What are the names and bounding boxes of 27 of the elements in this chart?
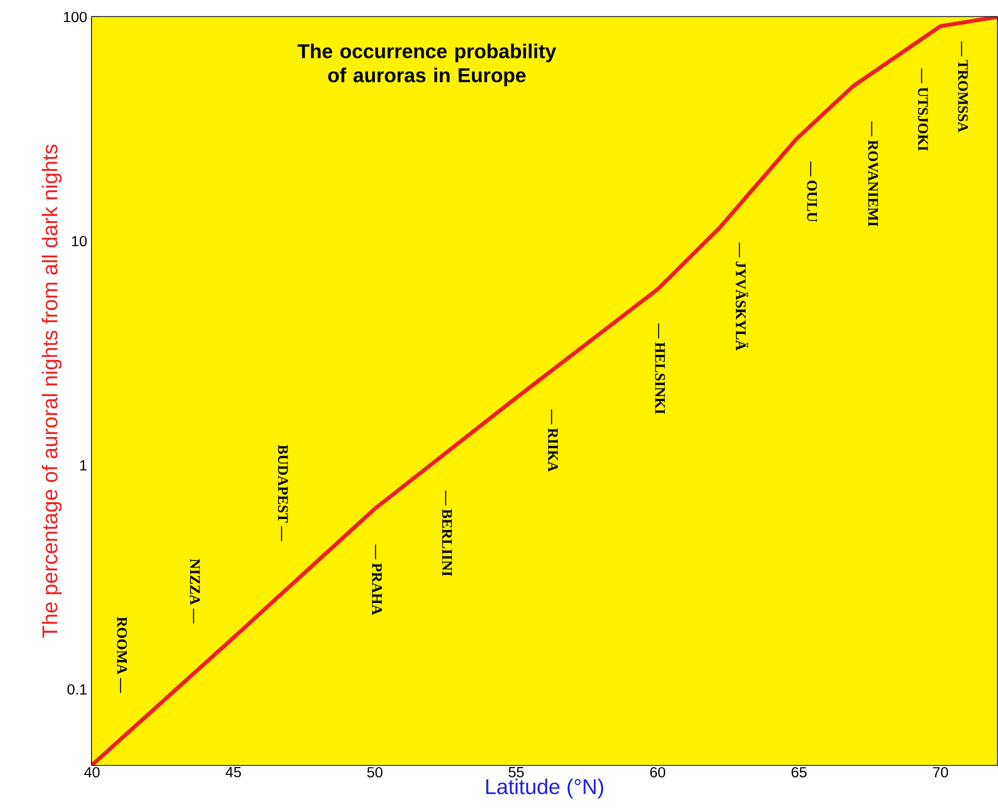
x-tick-label: 45 (226, 767, 241, 778)
annotation: NIZZA — (190, 558, 200, 624)
annotation: BUDAPEST — (278, 444, 288, 542)
x-tick-label: 70 (933, 767, 948, 778)
y-tick-label: 0.1 (67, 684, 87, 695)
y-tick-label: 1 (80, 460, 87, 470)
annotation: — OULU (807, 162, 817, 222)
x-tick-label: 55 (508, 767, 524, 778)
annotation: — JYVÄSKYLÄ (736, 242, 748, 350)
annotation: — HELSINKI (655, 324, 665, 414)
y-tick-label: 10 (72, 236, 87, 246)
y-tick-label: 100 (64, 12, 87, 22)
annotation: — ROVANIEMI (868, 121, 878, 226)
x-axis-title: Latitude (°N) (486, 778, 604, 798)
x-tick-label: 65 (792, 767, 807, 778)
annotation: — TROMSSA (958, 41, 968, 132)
annotation: ROOMA — (117, 616, 127, 693)
x-tick-label: 50 (367, 767, 382, 778)
annotation: — UTSJOKI (918, 68, 928, 151)
x-tick-label: 60 (650, 767, 666, 778)
x-tick-label: 40 (84, 767, 100, 778)
line-series (92, 16, 998, 766)
annotation: — PRAHA (372, 544, 382, 615)
annotation: — RIIKA (548, 409, 558, 472)
y-axis-title: The percentage of auroral nights from all dark nights (42, 144, 62, 638)
text: The occurrence probability of auroras in Europe (298, 44, 556, 86)
annotation: — BERLIINI (442, 490, 452, 576)
